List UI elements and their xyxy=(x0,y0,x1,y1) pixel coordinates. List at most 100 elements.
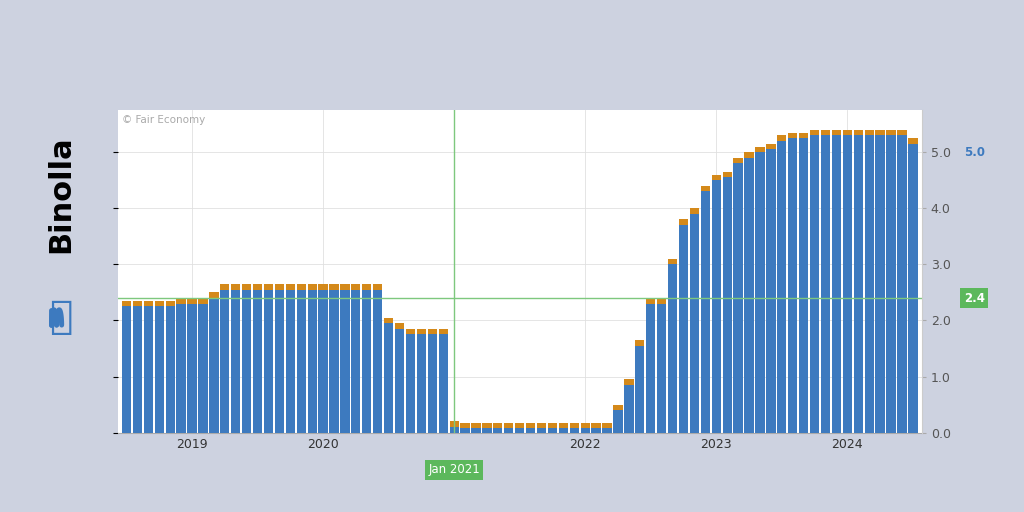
Bar xyxy=(854,135,863,433)
Bar xyxy=(274,290,284,433)
Bar xyxy=(504,428,513,433)
Bar xyxy=(176,298,185,304)
Bar xyxy=(143,301,153,306)
Bar xyxy=(209,292,218,298)
Bar xyxy=(897,135,906,433)
Bar xyxy=(700,191,710,433)
Bar xyxy=(406,329,415,334)
Bar xyxy=(777,141,786,433)
Bar xyxy=(668,259,677,264)
Bar xyxy=(613,410,623,433)
Bar xyxy=(788,133,798,138)
Bar xyxy=(428,329,437,334)
Bar xyxy=(253,290,262,433)
Bar xyxy=(482,422,492,428)
Bar xyxy=(450,421,459,427)
Bar xyxy=(362,290,372,433)
Bar xyxy=(340,290,349,433)
Bar xyxy=(864,130,873,135)
Bar xyxy=(657,304,667,433)
Bar xyxy=(417,334,426,433)
Bar xyxy=(471,428,480,433)
Bar xyxy=(461,428,470,433)
Bar xyxy=(330,290,339,433)
Bar xyxy=(482,428,492,433)
Bar xyxy=(897,130,906,135)
Bar xyxy=(438,329,447,334)
Bar xyxy=(733,163,742,433)
Bar xyxy=(494,428,503,433)
Bar xyxy=(679,220,688,225)
Bar xyxy=(362,284,372,290)
Bar xyxy=(766,144,775,150)
Bar xyxy=(526,428,536,433)
Bar xyxy=(733,158,742,163)
Bar xyxy=(548,422,557,428)
Bar xyxy=(242,290,251,433)
Bar xyxy=(613,404,623,410)
Bar xyxy=(821,130,830,135)
Bar xyxy=(471,422,480,428)
Bar xyxy=(756,146,765,152)
Bar xyxy=(602,428,611,433)
Bar xyxy=(220,284,229,290)
Bar xyxy=(537,422,546,428)
Bar xyxy=(810,130,819,135)
Bar xyxy=(515,422,524,428)
Bar xyxy=(690,208,699,214)
Bar xyxy=(209,298,218,433)
Bar xyxy=(887,130,896,135)
Bar xyxy=(253,284,262,290)
Bar xyxy=(908,144,918,433)
Bar xyxy=(373,290,382,433)
Bar xyxy=(908,138,918,144)
Bar xyxy=(646,298,655,304)
Bar xyxy=(602,422,611,428)
Bar xyxy=(286,290,295,433)
Bar xyxy=(788,138,798,433)
Bar xyxy=(635,346,644,433)
Bar xyxy=(712,175,721,180)
Bar xyxy=(274,284,284,290)
Text: 🅼: 🅼 xyxy=(49,298,73,336)
Bar xyxy=(843,130,852,135)
Bar xyxy=(559,428,568,433)
Bar xyxy=(504,422,513,428)
Bar xyxy=(625,385,634,433)
Bar xyxy=(187,304,197,433)
Bar xyxy=(494,422,503,428)
Bar xyxy=(231,290,241,433)
Bar xyxy=(264,290,273,433)
Bar xyxy=(537,428,546,433)
Bar xyxy=(723,177,732,433)
Bar xyxy=(548,428,557,433)
Bar xyxy=(744,152,754,158)
Bar xyxy=(864,135,873,433)
Bar xyxy=(831,130,841,135)
Bar xyxy=(569,428,579,433)
Bar xyxy=(199,304,208,433)
Bar xyxy=(668,264,677,433)
Bar xyxy=(297,284,306,290)
Bar xyxy=(843,135,852,433)
Bar xyxy=(799,133,808,138)
Bar xyxy=(887,135,896,433)
Bar xyxy=(406,334,415,433)
Bar xyxy=(330,284,339,290)
Bar xyxy=(777,135,786,141)
Bar xyxy=(625,379,634,385)
Bar xyxy=(428,334,437,433)
Bar xyxy=(690,214,699,433)
Bar xyxy=(766,150,775,433)
Bar xyxy=(155,306,164,433)
Bar xyxy=(581,428,590,433)
Bar xyxy=(199,298,208,304)
Bar xyxy=(143,306,153,433)
Bar xyxy=(700,186,710,191)
Bar xyxy=(340,284,349,290)
Bar xyxy=(723,172,732,177)
Bar xyxy=(592,422,601,428)
Bar xyxy=(155,301,164,306)
Bar xyxy=(231,284,241,290)
Bar xyxy=(176,304,185,433)
